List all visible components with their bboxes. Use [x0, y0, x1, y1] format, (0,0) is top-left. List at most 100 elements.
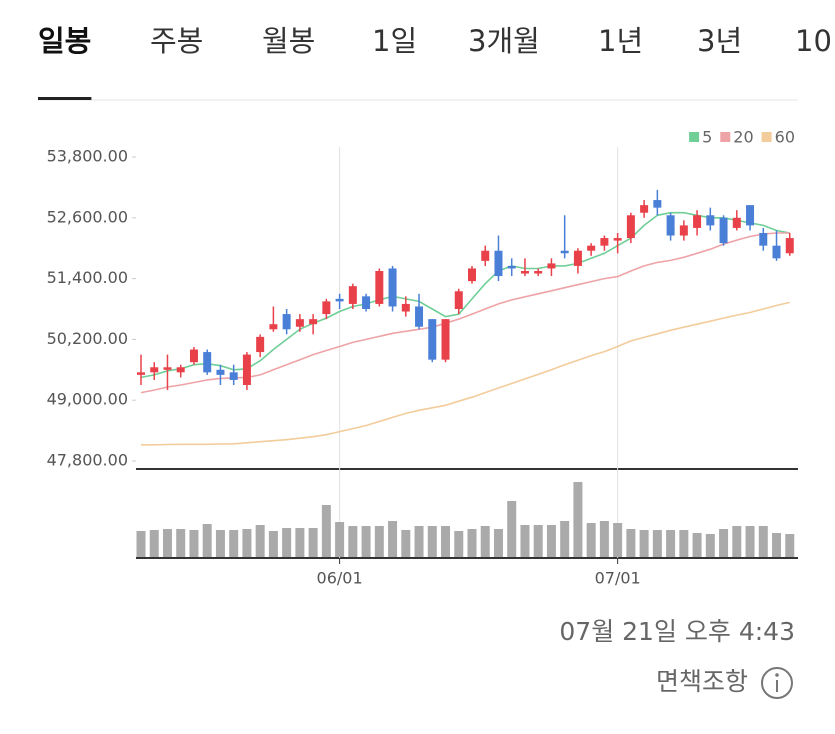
- volume-bar: [189, 530, 199, 557]
- legend-swatch: [689, 132, 700, 142]
- candle-body: [520, 271, 529, 274]
- y-tick-label: 53,800.00: [47, 147, 128, 166]
- candle-body: [507, 265, 516, 269]
- candle-body: [679, 225, 688, 236]
- ma-line: [141, 301, 790, 446]
- volume-bar: [772, 533, 782, 557]
- volume-bar: [692, 533, 702, 557]
- volume-bar: [520, 525, 530, 557]
- candle-body: [653, 200, 662, 208]
- tab-underline: [38, 97, 92, 100]
- volume-bar: [136, 531, 146, 557]
- candle-body: [295, 319, 304, 327]
- ma-line: [140, 211, 790, 379]
- x-tick-label: 06/01: [317, 569, 363, 588]
- legend-swatch: [720, 132, 731, 142]
- volume-bar: [454, 531, 464, 557]
- volume-bar: [335, 522, 345, 557]
- candle-body: [706, 215, 715, 226]
- volume-bar: [745, 526, 755, 557]
- volume-bar: [282, 528, 292, 557]
- disclaimer[interactable]: 면책조항: [656, 667, 748, 696]
- volume-bar: [546, 525, 556, 557]
- tab[interactable]: 3년: [697, 24, 742, 58]
- volume-bar: [229, 530, 239, 557]
- volume-bar: [626, 529, 636, 557]
- y-tick-label: 50,200.00: [47, 329, 128, 348]
- candle-body: [573, 250, 582, 266]
- tab[interactable]: 1년: [598, 24, 643, 58]
- tab[interactable]: 1일: [372, 24, 417, 58]
- volume-bar: [388, 521, 398, 557]
- tab[interactable]: 월봉: [262, 24, 315, 58]
- legend-swatch: [761, 132, 772, 142]
- volume-bar: [785, 534, 795, 557]
- volume-bar: [666, 530, 676, 557]
- info-icon[interactable]: [761, 667, 793, 699]
- candle-body: [415, 306, 424, 327]
- candle-body: [282, 314, 291, 330]
- y-tick-label: 49,000.00: [47, 390, 128, 409]
- candle-body: [348, 286, 357, 304]
- volume-bar: [427, 526, 437, 557]
- y-tick-label: 52,600.00: [47, 207, 128, 226]
- candle-body: [547, 263, 556, 269]
- tab[interactable]: 주봉: [150, 24, 203, 58]
- volume-bar: [268, 531, 278, 557]
- tab[interactable]: 10: [795, 24, 832, 58]
- y-tick-label: 47,800.00: [47, 451, 128, 470]
- x-tick-label: 07/01: [595, 569, 641, 588]
- candle-body: [150, 367, 159, 373]
- volume-bar: [295, 528, 305, 557]
- volume-bar: [480, 526, 490, 557]
- candle-body: [203, 352, 212, 373]
- candle-body: [785, 238, 794, 254]
- candle-body: [137, 372, 145, 375]
- volume-bar: [149, 530, 159, 557]
- volume-bar: [162, 529, 172, 557]
- candle-body: [626, 215, 635, 239]
- tab[interactable]: 일봉: [38, 24, 91, 58]
- volume-bar: [255, 525, 265, 557]
- volume-bar: [639, 530, 649, 557]
- candle-body: [362, 296, 371, 309]
- candle-body: [481, 250, 490, 261]
- candle-body: [494, 250, 503, 277]
- updated-time: 07월 21일 오후 4:43: [559, 617, 795, 646]
- candle-body: [401, 303, 410, 312]
- volume-bar: [705, 534, 715, 557]
- candle-body: [759, 233, 768, 246]
- candle-body: [534, 271, 543, 274]
- candle-body: [163, 367, 172, 370]
- volume-bar: [613, 523, 623, 557]
- y-tick-label: 51,400.00: [47, 268, 128, 287]
- candle-body: [388, 268, 397, 307]
- volume-bar: [573, 482, 583, 557]
- candle-body: [666, 215, 675, 236]
- volume-bar: [732, 526, 742, 557]
- volume-bar: [652, 530, 662, 557]
- candle-body: [560, 250, 569, 254]
- legend-label: 5: [702, 128, 712, 147]
- candle-body: [772, 245, 781, 259]
- legend: 5 20 60: [689, 128, 795, 147]
- candle-body: [719, 217, 728, 244]
- tab[interactable]: 3개월: [468, 24, 540, 58]
- volume-bar: [507, 501, 517, 557]
- volume-bar: [758, 526, 768, 557]
- candle-body: [176, 367, 185, 373]
- candle-body: [732, 217, 741, 228]
- legend-label: 60: [775, 128, 795, 147]
- candle-body: [309, 319, 318, 325]
- volume-bar: [308, 528, 318, 557]
- candle-body: [613, 238, 622, 241]
- candle-body: [242, 354, 251, 385]
- volume-bar: [215, 530, 225, 557]
- volume-bar: [414, 526, 424, 557]
- candle-body: [216, 369, 225, 375]
- volume-bar: [176, 529, 186, 557]
- volume-bar: [586, 523, 596, 557]
- volume-bar: [202, 524, 212, 557]
